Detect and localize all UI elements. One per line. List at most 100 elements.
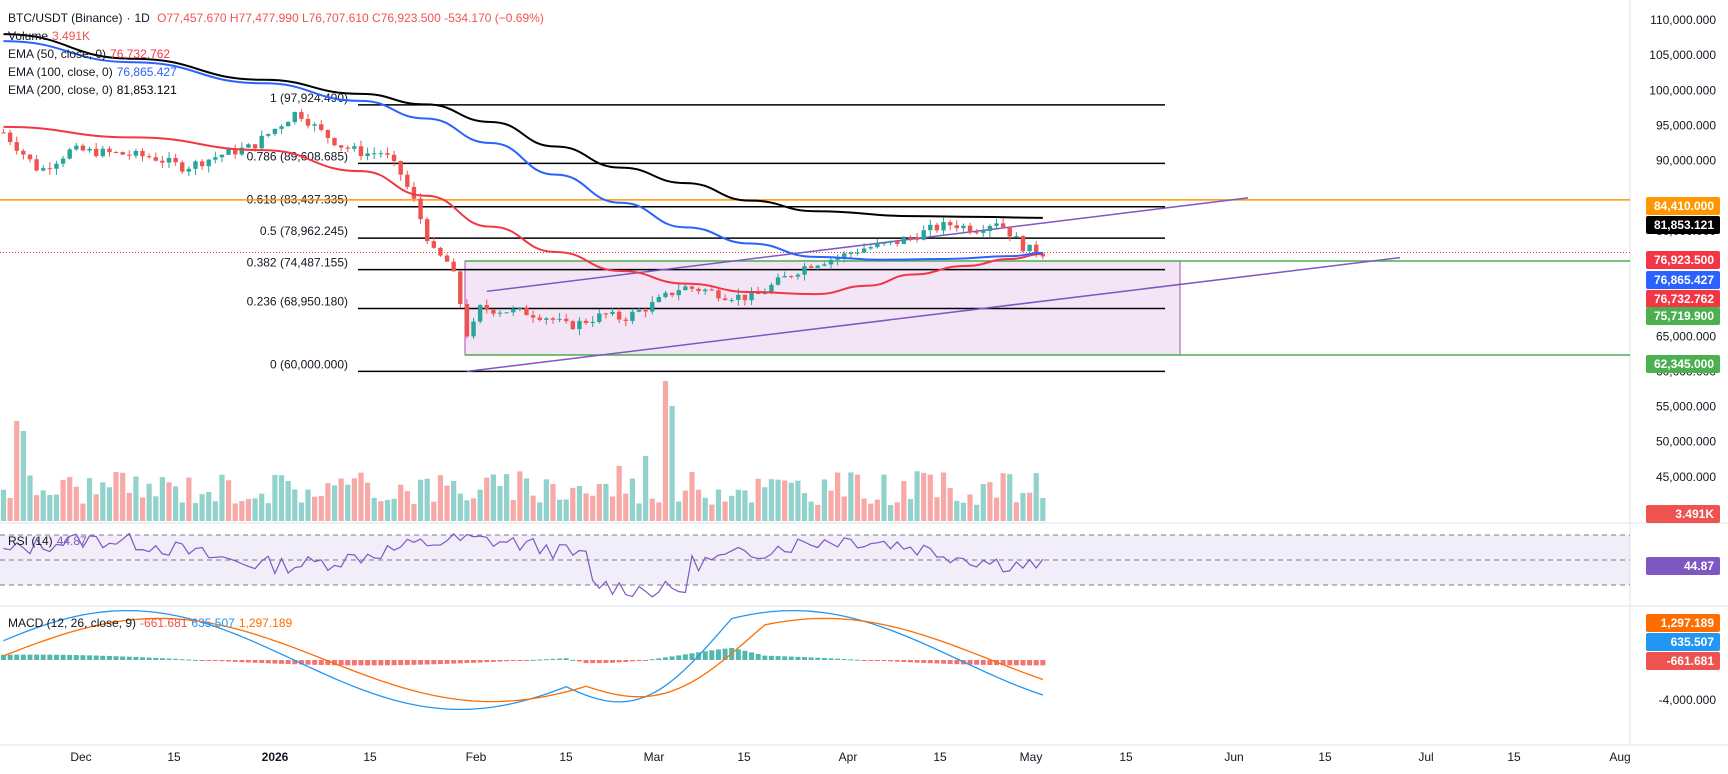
macd-hist-bar	[815, 657, 821, 660]
candle-body	[464, 303, 470, 337]
volume-bar	[828, 490, 834, 521]
volume-bar	[662, 381, 669, 521]
macd-hist-bar	[93, 655, 99, 660]
price-label-hline: 84,410.000	[1646, 197, 1720, 215]
volume-bar	[835, 472, 841, 521]
volume-bar	[186, 477, 192, 521]
macd-hist-bar	[921, 660, 927, 663]
macd-hist-bar	[451, 660, 457, 664]
symbol-title[interactable]: BTC/USDT (Binance)	[8, 11, 123, 25]
candle-body	[1020, 236, 1026, 252]
volume-bar	[411, 503, 417, 521]
macd-hist-bar	[391, 660, 397, 666]
candle-body	[934, 224, 940, 231]
macd-hist-bar	[828, 658, 834, 660]
volume-bar	[530, 495, 536, 521]
macd-hist-bar	[1000, 660, 1006, 666]
volume-bar	[715, 489, 722, 521]
candle-body	[133, 150, 139, 156]
volume-bar	[616, 466, 622, 521]
volume-bar	[80, 503, 86, 521]
macd-hist-bar	[550, 658, 556, 660]
volume-bar	[987, 482, 993, 521]
candle-body	[564, 318, 569, 322]
macd-hist-bar	[636, 660, 642, 661]
candle-body	[67, 149, 72, 159]
macd-hist-bar	[775, 656, 781, 660]
volume-bar	[808, 501, 814, 521]
candle-body	[1, 132, 6, 134]
ema200-label[interactable]: EMA (200, close, 0)	[8, 83, 113, 97]
macd-hist-bar	[179, 659, 185, 661]
volume-bar	[609, 496, 616, 521]
volume-bar	[398, 484, 404, 521]
rsi-label[interactable]: RSI (14)	[8, 534, 53, 548]
macd-hist-bar	[802, 657, 808, 660]
candle-body	[358, 146, 364, 157]
macd-hist-bar	[199, 660, 205, 661]
volume-bar	[682, 490, 688, 521]
volume-bar	[861, 498, 867, 521]
candle-body	[848, 252, 854, 254]
macd-hist-bar	[27, 654, 33, 660]
candle-body	[1040, 253, 1046, 257]
candle-body	[186, 168, 192, 172]
macd-hist-bar	[20, 654, 26, 660]
candle-body	[113, 152, 119, 154]
interval-label[interactable]: 1D	[134, 11, 150, 25]
candle-body	[636, 309, 642, 312]
candle-body	[789, 276, 794, 278]
candle-body	[252, 144, 258, 149]
macd-hist-bar	[192, 659, 198, 661]
macd-hist-bar	[504, 660, 510, 662]
candle-body	[246, 144, 251, 148]
volume-bar	[782, 480, 788, 521]
time-axis-label: 15	[933, 750, 947, 764]
candle-body	[881, 242, 887, 244]
macd-hist-bar	[1027, 660, 1033, 666]
candle-body	[908, 237, 913, 239]
ema50-label[interactable]: EMA (50, close, 0)	[8, 47, 107, 61]
candle-body	[418, 198, 423, 220]
volume-bar	[153, 496, 159, 521]
macd-hist-bar	[934, 660, 940, 664]
macd-hist-bar	[1, 654, 6, 660]
macd-hist-bar	[7, 654, 13, 660]
volume-bar	[451, 480, 457, 521]
price-axis-tick: 45,000.000	[1656, 470, 1716, 484]
volume-bar	[93, 494, 99, 521]
volume-bar	[232, 503, 238, 521]
candle-body	[967, 225, 973, 233]
rsi-line	[3, 532, 1044, 598]
volume-bar	[755, 478, 761, 521]
fib-level-label: 0 (60,000.000)	[270, 357, 348, 371]
ema100-label[interactable]: EMA (100, close, 0)	[8, 65, 113, 79]
time-axis-label: Jul	[1418, 750, 1433, 764]
macd-hist-bar	[947, 660, 953, 664]
macd-hist-bar	[60, 654, 66, 660]
macd-label[interactable]: MACD (12, 26, close, 9)	[8, 616, 137, 630]
candle-body	[1034, 244, 1039, 254]
volume-bar	[603, 483, 609, 521]
candle-body	[100, 148, 105, 157]
time-axis-label: 15	[737, 750, 751, 764]
macd-hist-bar	[854, 659, 860, 661]
candle-body	[233, 148, 238, 155]
candle-body	[199, 161, 205, 167]
volume-bar	[7, 497, 13, 521]
price-label-ema50: 76,732.762	[1646, 290, 1720, 308]
macd-hist-bar	[715, 649, 721, 660]
volume-bar	[259, 493, 265, 521]
volume-bar	[868, 503, 874, 521]
candle-body	[914, 237, 920, 240]
volume-bar	[927, 474, 933, 521]
fib-level-label: 0.382 (74,487.155)	[247, 256, 348, 270]
macd-signal-value: 1,297.189	[238, 616, 293, 630]
volume-label[interactable]: Volume	[8, 29, 49, 43]
candle-body	[458, 271, 463, 304]
candle-body	[842, 253, 847, 258]
candle-body	[365, 153, 370, 157]
macd-hist-bar	[888, 660, 894, 662]
